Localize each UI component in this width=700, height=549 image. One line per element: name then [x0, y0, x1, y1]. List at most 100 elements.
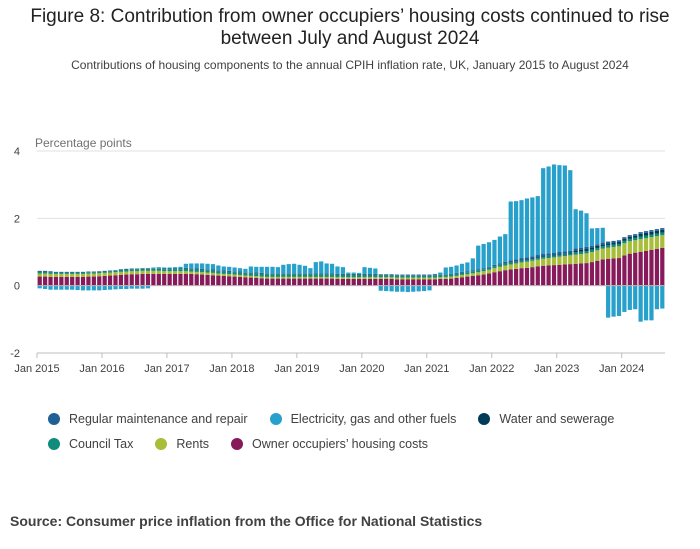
- bar-segment-owner-occupiers[interactable]: [86, 276, 91, 286]
- bar-segment-owner-occupiers[interactable]: [59, 276, 64, 286]
- bar-segment-council-tax[interactable]: [649, 234, 654, 238]
- bar-segment-council-tax[interactable]: [162, 269, 167, 272]
- bar-segment-rents[interactable]: [254, 276, 259, 278]
- bar-segment-rents[interactable]: [514, 263, 519, 269]
- bar-segment-electricity-gas-fuels[interactable]: [302, 265, 308, 274]
- bar-segment-electricity-gas-fuels[interactable]: [248, 266, 253, 273]
- bar-segment-maintenance-repair[interactable]: [411, 274, 416, 276]
- bar-segment-water-sewerage[interactable]: [654, 230, 659, 234]
- bar-segment-owner-occupiers[interactable]: [91, 276, 96, 286]
- bar-segment-rents[interactable]: [454, 275, 459, 278]
- bar-segment-council-tax[interactable]: [340, 274, 345, 278]
- bar-segment-rents[interactable]: [362, 277, 367, 279]
- bar-segment-maintenance-repair[interactable]: [59, 271, 64, 273]
- bar-segment-owner-occupiers[interactable]: [384, 278, 389, 286]
- bar-segment-water-sewerage[interactable]: [514, 261, 519, 262]
- bar-segment-rents[interactable]: [535, 259, 540, 267]
- bar-segment-electricity-gas-fuels[interactable]: [584, 213, 589, 247]
- bar-segment-council-tax[interactable]: [205, 270, 210, 273]
- bar-segment-maintenance-repair[interactable]: [140, 268, 145, 269]
- bar-segment-council-tax[interactable]: [324, 274, 329, 277]
- bar-segment-electricity-gas-fuels[interactable]: [107, 285, 113, 290]
- bar-segment-owner-occupiers[interactable]: [427, 279, 432, 286]
- bar-segment-owner-occupiers[interactable]: [124, 274, 129, 286]
- bar-segment-electricity-gas-fuels[interactable]: [595, 228, 600, 245]
- bar-segment-rents[interactable]: [135, 271, 140, 275]
- bar-segment-electricity-gas-fuels[interactable]: [660, 285, 665, 309]
- bar-segment-electricity-gas-fuels[interactable]: [654, 285, 659, 310]
- bar-segment-owner-occupiers[interactable]: [43, 276, 48, 286]
- bar-segment-electricity-gas-fuels[interactable]: [530, 197, 535, 257]
- bar-segment-rents[interactable]: [232, 274, 237, 277]
- bar-segment-council-tax[interactable]: [264, 274, 270, 277]
- bar-segment-owner-occupiers[interactable]: [297, 278, 302, 286]
- bar-segment-rents[interactable]: [394, 277, 400, 280]
- bar-segment-rents[interactable]: [530, 260, 535, 268]
- bar-segment-owner-occupiers[interactable]: [275, 278, 281, 286]
- bar-segment-owner-occupiers[interactable]: [606, 258, 611, 286]
- bar-segment-rents[interactable]: [524, 261, 530, 268]
- bar-segment-maintenance-repair[interactable]: [210, 269, 216, 271]
- bar-segment-rents[interactable]: [611, 246, 616, 259]
- bar-segment-electricity-gas-fuels[interactable]: [286, 264, 291, 274]
- bar-segment-rents[interactable]: [340, 277, 345, 279]
- bar-segment-rents[interactable]: [627, 241, 632, 254]
- bar-segment-council-tax[interactable]: [568, 253, 573, 256]
- bar-segment-owner-occupiers[interactable]: [443, 278, 448, 286]
- bar-segment-electricity-gas-fuels[interactable]: [75, 285, 80, 291]
- bar-segment-water-sewerage[interactable]: [551, 255, 557, 256]
- bar-segment-maintenance-repair[interactable]: [53, 271, 59, 273]
- bar-segment-rents[interactable]: [313, 276, 318, 279]
- bar-segment-owner-occupiers[interactable]: [438, 278, 443, 286]
- bar-segment-electricity-gas-fuels[interactable]: [205, 263, 210, 270]
- bar-segment-maintenance-repair[interactable]: [254, 272, 259, 274]
- bar-segment-rents[interactable]: [503, 265, 508, 271]
- bar-segment-maintenance-repair[interactable]: [129, 268, 134, 270]
- bar-segment-maintenance-repair[interactable]: [75, 271, 80, 273]
- bar-segment-rents[interactable]: [286, 276, 291, 279]
- bar-segment-electricity-gas-fuels[interactable]: [254, 266, 259, 273]
- bar-segment-rents[interactable]: [481, 271, 486, 275]
- bar-segment-council-tax[interactable]: [308, 274, 313, 277]
- bar-segment-council-tax[interactable]: [519, 260, 524, 263]
- bar-segment-rents[interactable]: [86, 273, 91, 277]
- bar-segment-maintenance-repair[interactable]: [438, 274, 443, 275]
- bar-segment-rents[interactable]: [210, 272, 216, 276]
- bar-segment-electricity-gas-fuels[interactable]: [162, 267, 167, 269]
- bar-segment-electricity-gas-fuels[interactable]: [140, 285, 145, 289]
- bar-segment-council-tax[interactable]: [546, 256, 551, 259]
- bar-segment-council-tax[interactable]: [53, 272, 59, 274]
- bar-segment-council-tax[interactable]: [400, 275, 405, 278]
- bar-segment-electricity-gas-fuels[interactable]: [643, 285, 649, 321]
- bar-segment-owner-occupiers[interactable]: [378, 278, 383, 286]
- bar-segment-maintenance-repair[interactable]: [43, 270, 48, 272]
- bar-segment-council-tax[interactable]: [37, 271, 42, 274]
- bar-segment-electricity-gas-fuels[interactable]: [378, 285, 383, 291]
- bar-segment-rents[interactable]: [643, 238, 649, 251]
- bar-segment-maintenance-repair[interactable]: [627, 235, 632, 237]
- bar-segment-council-tax[interactable]: [541, 257, 546, 259]
- bar-segment-rents[interactable]: [59, 273, 64, 277]
- bar-segment-maintenance-repair[interactable]: [616, 240, 622, 242]
- bar-segment-maintenance-repair[interactable]: [319, 273, 324, 275]
- bar-segment-owner-occupiers[interactable]: [362, 278, 367, 286]
- bar-segment-water-sewerage[interactable]: [589, 247, 595, 250]
- bar-segment-council-tax[interactable]: [416, 275, 421, 278]
- bar-segment-council-tax[interactable]: [394, 275, 400, 278]
- bar-segment-rents[interactable]: [308, 276, 313, 279]
- bar-segment-electricity-gas-fuels[interactable]: [389, 285, 394, 292]
- bar-segment-rents[interactable]: [519, 262, 524, 269]
- bar-segment-electricity-gas-fuels[interactable]: [649, 285, 654, 321]
- bar-segment-maintenance-repair[interactable]: [37, 270, 42, 272]
- bar-segment-owner-occupiers[interactable]: [335, 278, 340, 286]
- bar-segment-electricity-gas-fuels[interactable]: [367, 267, 373, 274]
- bar-segment-electricity-gas-fuels[interactable]: [102, 285, 107, 291]
- bar-segment-rents[interactable]: [324, 276, 329, 279]
- bar-segment-rents[interactable]: [378, 277, 383, 279]
- bar-segment-maintenance-repair[interactable]: [454, 272, 459, 274]
- bar-segment-owner-occupiers[interactable]: [578, 263, 584, 286]
- bar-segment-council-tax[interactable]: [508, 262, 513, 265]
- bar-segment-owner-occupiers[interactable]: [508, 269, 513, 286]
- bar-segment-maintenance-repair[interactable]: [297, 273, 302, 274]
- bar-segment-electricity-gas-fuels[interactable]: [589, 228, 595, 246]
